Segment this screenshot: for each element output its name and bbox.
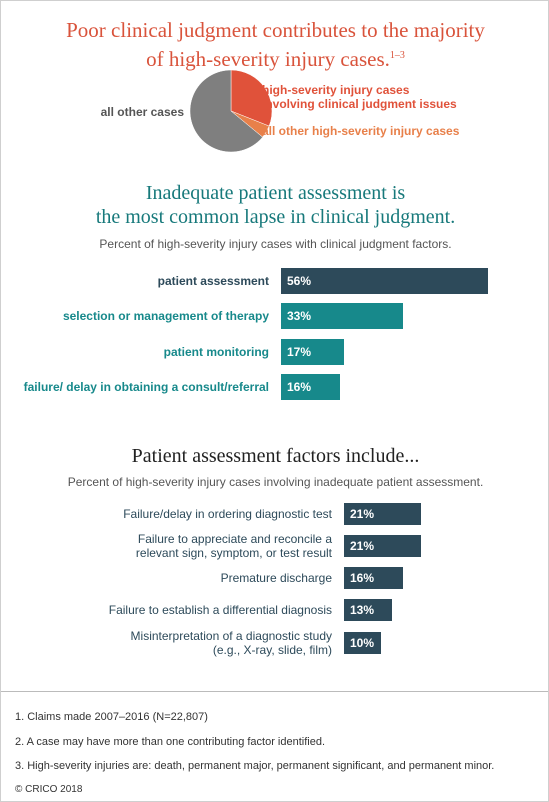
bar xyxy=(281,303,404,329)
bar xyxy=(344,535,422,557)
bar-subtitle: Percent of high-severity injury cases in… xyxy=(67,475,484,489)
category-label: Failure to appreciate and reconcile a re… xyxy=(135,532,332,560)
divider xyxy=(1,691,548,692)
value-label: 33% xyxy=(287,309,312,323)
value-label: 21% xyxy=(350,539,375,553)
value-label: 16% xyxy=(287,380,312,394)
footnote: 2. A case may have more than one contrib… xyxy=(15,736,326,748)
bar xyxy=(344,503,422,525)
bar-title: Inadequate patient assessment is the mos… xyxy=(95,182,456,228)
value-label: 21% xyxy=(350,507,375,521)
category-label: Misinterpretation of a diagnostic study … xyxy=(130,629,332,657)
value-label: 17% xyxy=(287,345,312,359)
main-title: Poor clinical judgment contributes to th… xyxy=(1,17,548,72)
bar xyxy=(344,599,392,621)
footnote: 3. High-severity injuries are: death, pe… xyxy=(15,760,495,772)
pie-slice xyxy=(189,69,263,153)
legend-label: high-severity injury cases involving cli… xyxy=(262,83,457,111)
footnote: 1. Claims made 2007–2016 (N=22,807) xyxy=(15,711,208,723)
value-label: 56% xyxy=(287,274,312,288)
title-note: 1–3 xyxy=(389,50,405,61)
bar-title: Patient assessment factors include... xyxy=(131,445,420,467)
category-label: patient monitoring xyxy=(163,345,269,359)
value-label: 10% xyxy=(350,636,375,650)
legend-label: all other cases xyxy=(100,105,184,119)
category-label: patient assessment xyxy=(157,274,269,288)
bar xyxy=(281,339,344,365)
pie-chart xyxy=(189,69,273,153)
category-label: Failure/delay in ordering diagnostic tes… xyxy=(123,507,332,521)
category-label: failure/ delay in obtaining a consult/re… xyxy=(23,380,269,394)
pie-slice xyxy=(230,69,273,127)
bar xyxy=(344,567,403,589)
category-label: Failure to establish a differential diag… xyxy=(108,603,332,617)
bar xyxy=(344,632,381,654)
legend-label: all other high-severity injury cases xyxy=(262,124,460,138)
bar xyxy=(281,374,341,400)
copyright: © CRICO 2018 xyxy=(15,784,83,795)
value-label: 16% xyxy=(350,571,375,585)
title-text: Poor clinical judgment contributes to th… xyxy=(66,18,485,71)
bar-subtitle: Percent of high-severity injury cases wi… xyxy=(99,237,452,251)
category-label: Premature discharge xyxy=(220,571,332,585)
category-label: selection or management of therapy xyxy=(62,309,269,323)
bar xyxy=(281,268,489,294)
value-label: 13% xyxy=(350,603,375,617)
